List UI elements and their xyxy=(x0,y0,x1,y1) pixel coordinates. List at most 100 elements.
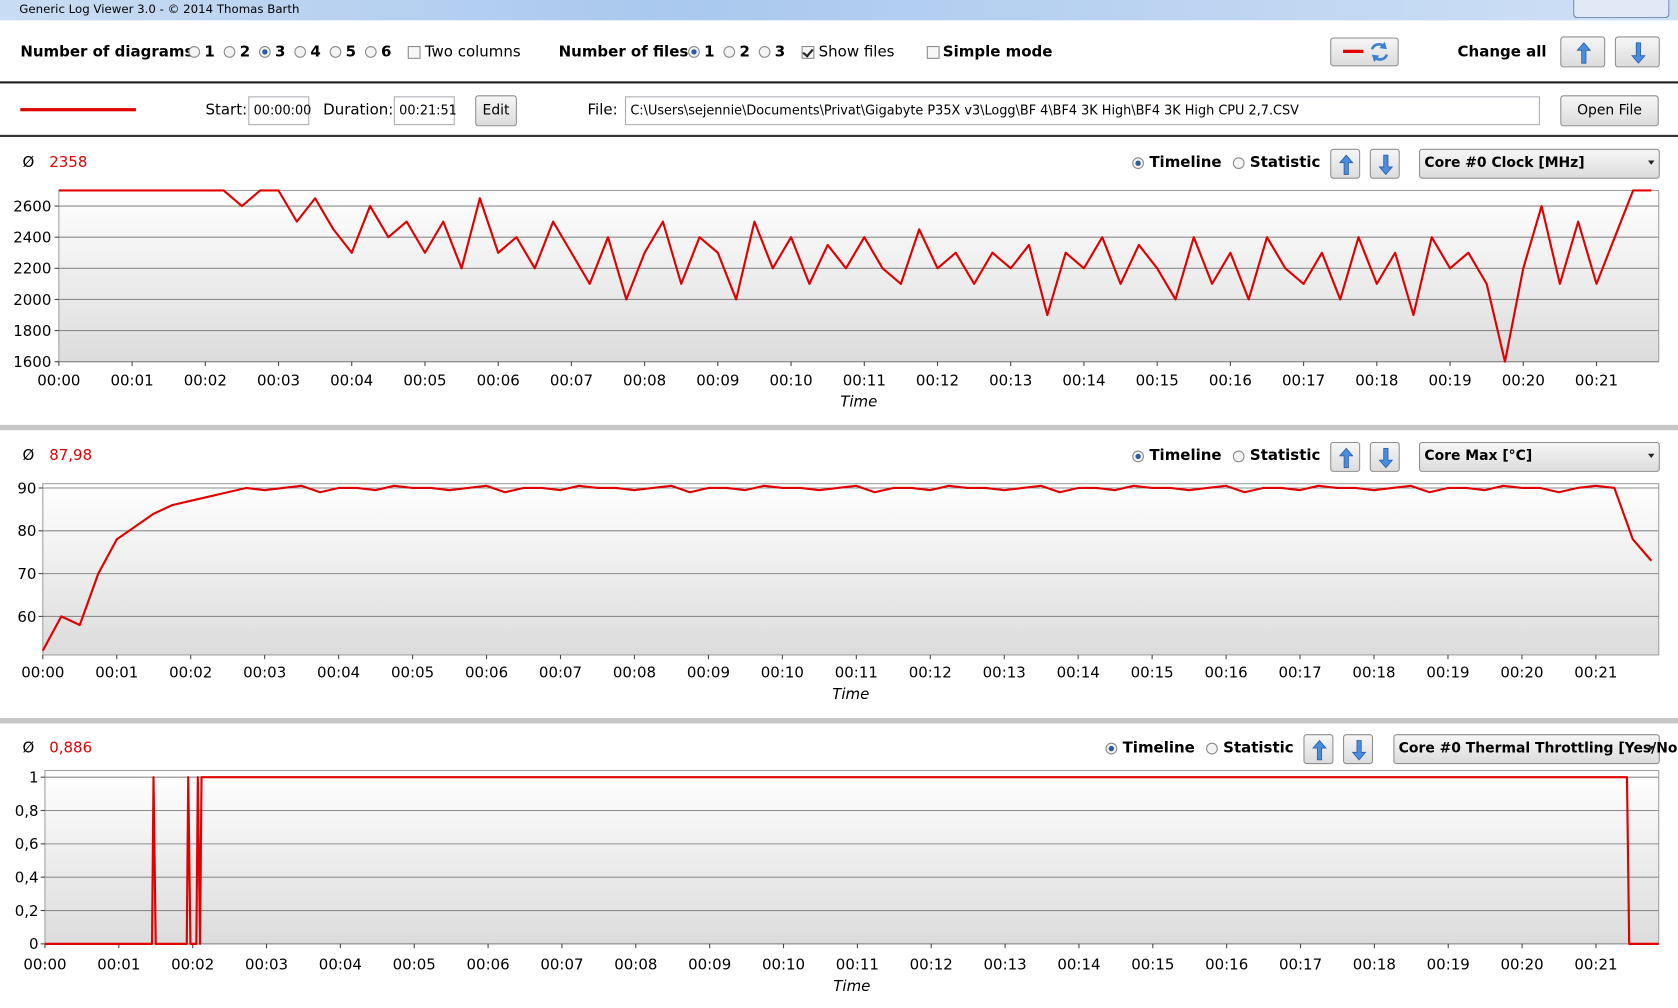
move-down-button[interactable] xyxy=(1343,734,1374,765)
diagram-option[interactable]: 6 xyxy=(380,43,392,61)
diagram-option[interactable]: 4 xyxy=(310,43,321,61)
edit-button[interactable]: Edit xyxy=(475,95,517,127)
move-down-button[interactable] xyxy=(1369,148,1400,179)
file-option[interactable]: 3 xyxy=(774,43,786,61)
x-tick-label: 00:04 xyxy=(330,371,373,389)
x-tick-label: 00:05 xyxy=(403,371,446,389)
radio-button[interactable] xyxy=(1232,450,1245,463)
dropdown-arrow xyxy=(1648,745,1655,751)
radio-button[interactable] xyxy=(364,46,377,58)
x-tick-label: 00:02 xyxy=(184,371,227,389)
radio-button[interactable] xyxy=(188,46,201,58)
diagram-option[interactable]: 5 xyxy=(345,43,357,61)
x-tick-label: 00:00 xyxy=(23,956,66,974)
x-tick-label: 00:02 xyxy=(171,956,214,974)
checkbox[interactable] xyxy=(801,46,815,59)
timeline-option[interactable]: Timeline xyxy=(1149,154,1222,172)
arrow-icon xyxy=(1338,154,1354,175)
x-tick-label: 00:14 xyxy=(1062,371,1105,389)
x-tick-label: 00:06 xyxy=(477,371,520,389)
x-tick-label: 00:17 xyxy=(1279,956,1322,974)
statistic-option[interactable]: Statistic xyxy=(1249,154,1321,172)
x-tick-label: 00:12 xyxy=(909,663,952,681)
arrow-icon xyxy=(1378,447,1394,469)
x-tick-label: 00:15 xyxy=(1136,371,1179,389)
radio-dot xyxy=(1108,745,1115,752)
x-tick-label: 00:11 xyxy=(836,956,879,974)
x-tick-label: 00:03 xyxy=(243,663,286,681)
checkbox[interactable] xyxy=(926,46,940,59)
plot-area xyxy=(58,189,1660,363)
duration-input[interactable]: 00:21:51 xyxy=(393,96,457,126)
diagram-option[interactable]: 3 xyxy=(275,43,286,61)
x-tick-label: 00:13 xyxy=(984,956,1027,974)
x-tick-label: 00:10 xyxy=(761,663,804,681)
arrow-icon xyxy=(1338,447,1354,469)
radio-button[interactable] xyxy=(1232,157,1245,170)
window-buttons[interactable] xyxy=(1573,0,1670,19)
y-tick-label: 0,8 xyxy=(15,802,39,820)
timeline-option[interactable]: Timeline xyxy=(1122,739,1195,757)
radio-button[interactable] xyxy=(1206,742,1218,755)
diagram-option[interactable]: 2 xyxy=(239,43,251,61)
y-tick-label: 0,4 xyxy=(15,869,39,887)
file-option[interactable]: 2 xyxy=(739,43,750,61)
panel-separator xyxy=(0,718,1678,724)
x-tick-label: 00:05 xyxy=(393,956,436,974)
x-tick-label: 00:18 xyxy=(1355,371,1398,389)
x-tick-label: 00:10 xyxy=(762,956,805,974)
radio-button[interactable] xyxy=(723,46,736,58)
x-tick-label: 00:07 xyxy=(539,663,582,681)
x-tick-label: 00:20 xyxy=(1500,663,1543,681)
duration-label: Duration: xyxy=(323,101,394,119)
y-tick-label: 90 xyxy=(17,479,36,497)
radio-button[interactable] xyxy=(294,46,307,58)
x-tick-label: 00:19 xyxy=(1426,663,1469,681)
file-option[interactable]: 1 xyxy=(704,43,715,61)
radio-button[interactable] xyxy=(758,46,771,58)
simple-mode-label[interactable]: Simple mode xyxy=(942,43,1053,61)
checkbox[interactable] xyxy=(407,46,421,59)
x-tick-label: 00:20 xyxy=(1501,956,1544,974)
channel-dropdown[interactable]: Core Max [°C] xyxy=(1419,441,1660,472)
open-file-button[interactable]: Open File xyxy=(1560,95,1659,127)
x-tick-label: 00:07 xyxy=(540,956,583,974)
move-up-button[interactable] xyxy=(1330,148,1361,179)
radio-button[interactable] xyxy=(223,46,236,58)
start-input[interactable]: 00:00:00 xyxy=(248,96,311,126)
move-up-button[interactable] xyxy=(1560,36,1606,68)
two-columns-label[interactable]: Two columns xyxy=(424,43,521,61)
x-tick-label: 00:09 xyxy=(688,956,731,974)
file-label: File: xyxy=(587,101,618,119)
move-down-button[interactable] xyxy=(1369,441,1400,472)
move-up-button[interactable] xyxy=(1330,441,1361,472)
x-axis-title: Time xyxy=(832,685,869,703)
color-button[interactable] xyxy=(1330,37,1399,67)
average-symbol: Ø xyxy=(22,447,35,465)
x-tick-label: 00:15 xyxy=(1131,663,1174,681)
channel-dropdown[interactable]: Core #0 Clock [MHz] xyxy=(1419,148,1660,179)
show-files-label[interactable]: Show files xyxy=(818,43,895,61)
statistic-option[interactable]: Statistic xyxy=(1249,447,1321,465)
diagram-option[interactable]: 1 xyxy=(204,43,215,61)
data-line xyxy=(58,189,1652,363)
dropdown-arrow xyxy=(1648,453,1655,459)
x-tick-label: 00:08 xyxy=(623,371,666,389)
x-tick-label: 00:11 xyxy=(843,371,886,389)
channel-dropdown[interactable]: Core #0 Thermal Throttling [Yes/No] xyxy=(1393,734,1678,765)
x-tick-label: 00:06 xyxy=(465,663,508,681)
y-tick-label: 0,2 xyxy=(15,902,39,920)
file-path-input[interactable]: C:\Users\sejennie\Documents\Privat\Gigab… xyxy=(624,96,1540,126)
x-tick-label: 00:18 xyxy=(1353,956,1396,974)
average-value: 2358 xyxy=(49,154,88,172)
radio-button[interactable] xyxy=(329,46,342,58)
x-tick-label: 00:14 xyxy=(1057,956,1100,974)
x-axis-title: Time xyxy=(840,393,877,411)
statistic-option[interactable]: Statistic xyxy=(1223,739,1294,757)
x-tick-label: 00:01 xyxy=(111,371,154,389)
timeline-option[interactable]: Timeline xyxy=(1149,447,1222,465)
x-tick-label: 00:02 xyxy=(169,663,212,681)
move-up-button[interactable] xyxy=(1303,734,1334,765)
move-down-button[interactable] xyxy=(1614,36,1660,68)
